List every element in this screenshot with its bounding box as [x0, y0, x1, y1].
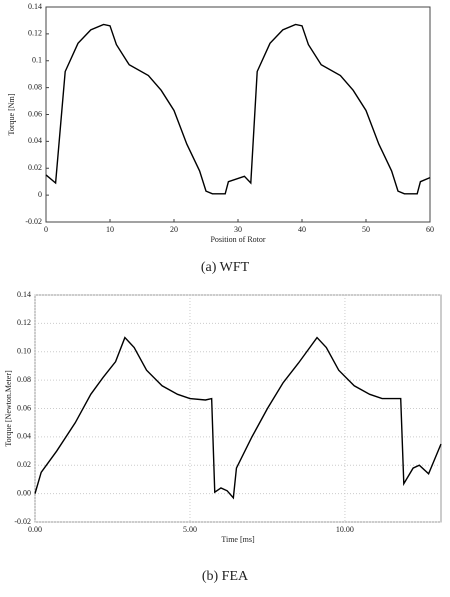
x-tick-label: 40	[298, 225, 306, 234]
x-tick-label: 60	[426, 225, 434, 234]
x-axis-label: Position of Rotor	[210, 235, 265, 244]
y-tick-label: 0.02	[17, 460, 31, 469]
y-tick-label: 0.04	[17, 432, 31, 441]
x-tick-label: 30	[234, 225, 242, 234]
x-tick-label: 0.00	[28, 525, 42, 534]
x-tick-label: 50	[362, 225, 370, 234]
y-tick-label: 0.1	[32, 56, 42, 65]
y-tick-label: 0.06	[28, 109, 42, 118]
y-tick-label: -0.02	[25, 217, 42, 226]
caption: (b) FEA	[202, 569, 249, 584]
y-tick-label: 0.14	[17, 290, 31, 299]
x-tick-label: 10.00	[336, 525, 354, 534]
y-tick-label: 0.12	[28, 29, 42, 38]
y-tick-label: 0.12	[17, 318, 31, 327]
line	[34, 336, 442, 500]
y-tick-label: 0.06	[17, 403, 31, 412]
y-axis-label: Torque [Newton.Meter]	[4, 370, 13, 447]
x-tick-label: 0	[44, 225, 48, 234]
y-tick-label: 0.00	[17, 488, 31, 497]
y-tick-label: 0.04	[28, 136, 42, 145]
y-tick-label: 0	[38, 190, 42, 199]
caption: (a) WFT	[201, 260, 250, 275]
line	[45, 23, 431, 195]
y-tick-label: 0.08	[17, 375, 31, 384]
y-tick-label: 0.08	[28, 82, 42, 91]
y-tick-label: 0.10	[17, 347, 31, 356]
x-axis-label: Time [ms]	[221, 535, 255, 544]
x-tick-label: 10	[106, 225, 114, 234]
y-axis-label: Torque [Nm]	[7, 93, 16, 135]
x-tick-label: 5.00	[183, 525, 197, 534]
y-tick-label: 0.14	[28, 2, 42, 11]
plot-area	[45, 6, 431, 223]
x-tick-label: 20	[170, 225, 178, 234]
y-tick-label: 0.02	[28, 163, 42, 172]
y-tick-label: -0.02	[14, 517, 31, 526]
